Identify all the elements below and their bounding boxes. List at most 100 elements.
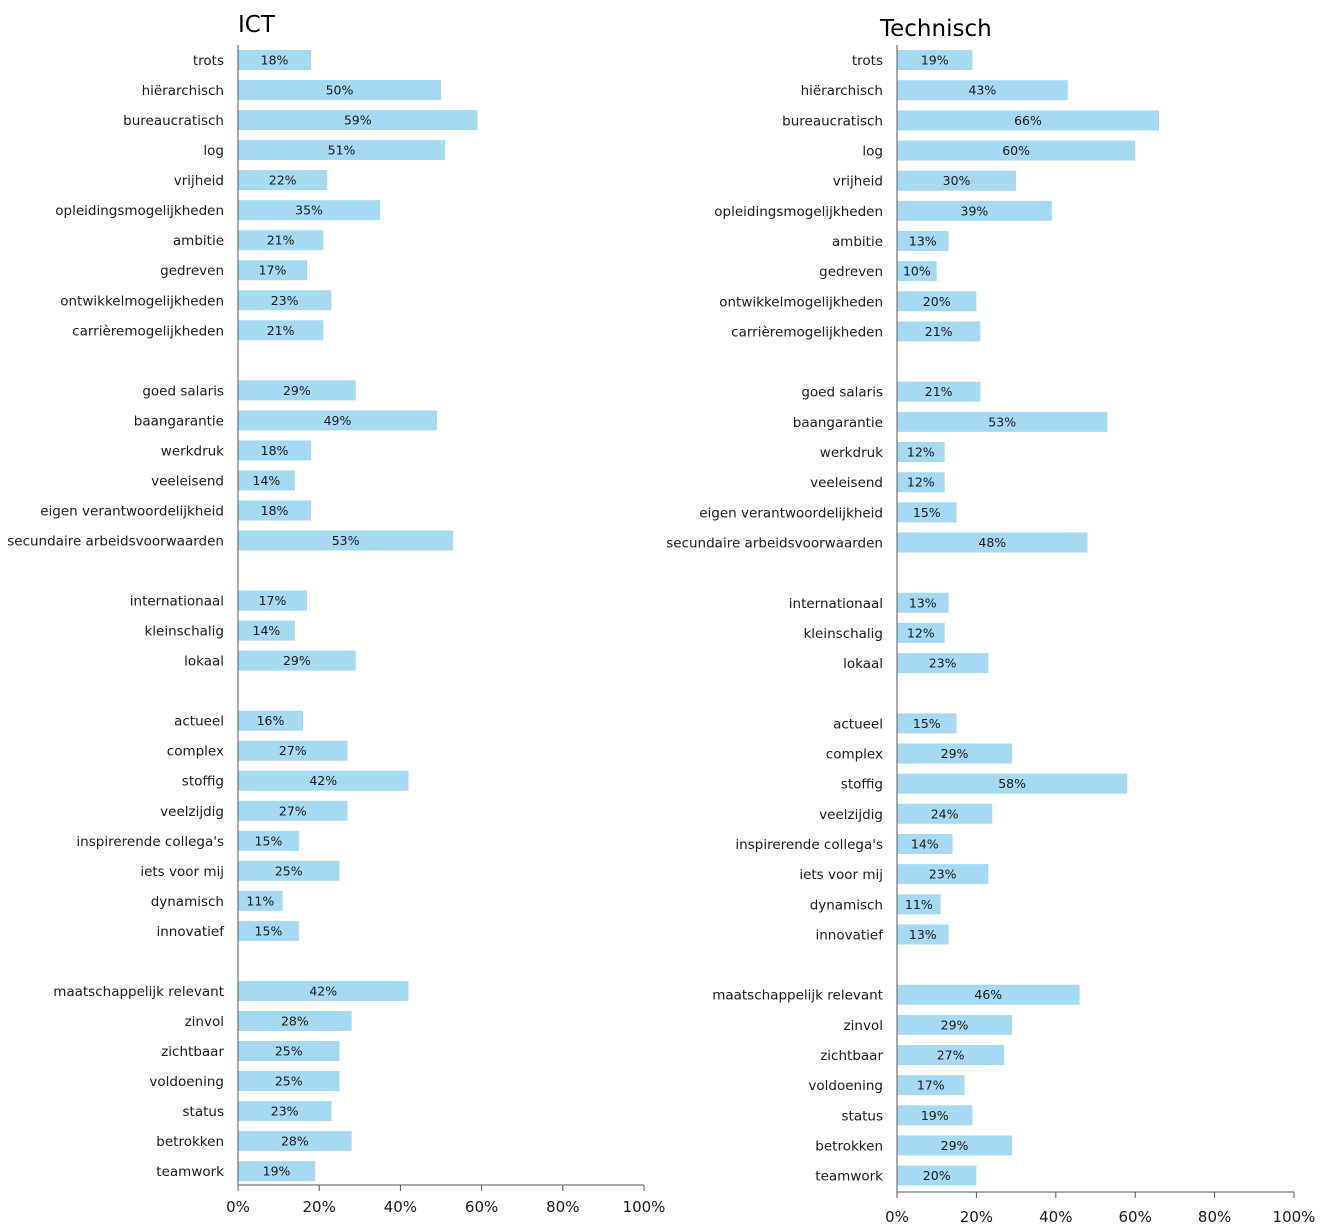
category-label: actueel: [174, 714, 224, 730]
x-tick-label: 80%: [546, 1198, 579, 1216]
data-label: 46%: [974, 987, 1002, 1002]
category-label: ambitie: [832, 234, 883, 250]
data-label: 23%: [929, 656, 957, 671]
data-label: 23%: [271, 1104, 299, 1119]
category-label: complex: [167, 744, 224, 760]
x-tick-label: 100%: [1273, 1208, 1316, 1225]
data-label: 19%: [263, 1164, 291, 1179]
bar: [238, 1101, 332, 1122]
category-label: eigen verantwoordelijkheid: [699, 505, 883, 521]
data-label: 27%: [279, 743, 307, 758]
bar: [238, 140, 446, 161]
category-label: internationaal: [789, 596, 883, 612]
category-label: stoffig: [182, 774, 224, 790]
x-tick-label: 80%: [1198, 1208, 1231, 1225]
bar: [238, 230, 324, 251]
category-label: baangarantie: [134, 413, 224, 429]
category-label: carrièremogelijkheden: [731, 324, 883, 340]
data-label: 22%: [269, 173, 297, 188]
data-label: 24%: [931, 806, 959, 821]
category-label: bureaucratisch: [123, 113, 224, 129]
x-tick-label: 40%: [1039, 1208, 1072, 1225]
category-label: bureaucratisch: [782, 113, 883, 129]
bar: [238, 1131, 352, 1152]
category-label: veelzijdig: [160, 804, 224, 820]
category-label: status: [183, 1104, 224, 1120]
bar: [897, 472, 945, 493]
bar: [897, 502, 957, 523]
bar: [897, 1045, 1005, 1066]
category-label: kleinschalig: [144, 624, 224, 640]
bar: [238, 440, 312, 461]
category-label: eigen verantwoordelijkheid: [40, 503, 224, 519]
category-label: betrokken: [815, 1138, 883, 1154]
category-label: voldoening: [808, 1078, 883, 1094]
bar: [897, 110, 1160, 131]
bar: [897, 713, 957, 734]
data-label: 15%: [255, 923, 283, 938]
category-label: betrokken: [156, 1134, 224, 1150]
data-label: 10%: [903, 264, 931, 279]
bar: [238, 320, 324, 341]
bar: [897, 321, 981, 342]
category-label: complex: [826, 747, 883, 763]
bar: [897, 381, 981, 402]
data-label: 21%: [925, 324, 953, 339]
data-label: 14%: [253, 473, 281, 488]
data-label: 12%: [907, 475, 935, 490]
data-label: 28%: [281, 1013, 309, 1028]
bar: [238, 800, 348, 821]
category-label: innovatief: [157, 924, 226, 940]
bar: [238, 1161, 316, 1182]
data-label: 35%: [295, 203, 323, 218]
bar: [238, 380, 356, 401]
x-tick-label: 40%: [384, 1198, 417, 1216]
data-label: 17%: [259, 593, 287, 608]
data-label: 18%: [261, 53, 289, 68]
category-label: ambitie: [173, 233, 224, 249]
category-label: inspirerende collega's: [735, 837, 883, 853]
bar: [238, 740, 348, 761]
bar: [897, 411, 1108, 432]
data-label: 42%: [309, 773, 337, 788]
bar: [897, 1105, 973, 1126]
x-tick-label: 60%: [465, 1198, 498, 1216]
category-label: veeleisend: [810, 475, 883, 491]
bar: [897, 1014, 1013, 1035]
data-label: 60%: [1002, 143, 1030, 158]
data-label: 48%: [978, 535, 1006, 550]
data-label: 11%: [905, 897, 933, 912]
bar: [897, 743, 1013, 764]
category-label: ontwikkelmogelijkheden: [719, 294, 883, 310]
data-label: 29%: [941, 1138, 969, 1153]
chart-title: ICT: [238, 12, 276, 38]
bar: [897, 773, 1128, 794]
bar: [238, 170, 328, 191]
data-label: 59%: [344, 113, 372, 128]
category-label: werkdruk: [820, 445, 883, 461]
bar: [238, 770, 409, 791]
data-label: 58%: [998, 776, 1026, 791]
data-label: 23%: [271, 293, 299, 308]
data-label: 20%: [923, 294, 951, 309]
data-label: 30%: [943, 173, 971, 188]
category-label: zichtbaar: [161, 1044, 224, 1060]
bar: [897, 592, 949, 613]
bar: [897, 622, 945, 643]
data-label: 15%: [913, 716, 941, 731]
data-label: 29%: [283, 653, 311, 668]
bar: [238, 80, 441, 101]
data-label: 28%: [281, 1134, 309, 1149]
category-label: actueel: [833, 716, 883, 732]
data-label: 29%: [941, 1017, 969, 1032]
category-label: lokaal: [184, 654, 224, 670]
data-label: 42%: [309, 983, 337, 998]
data-label: 20%: [923, 1168, 951, 1183]
x-tick-label: 60%: [1119, 1208, 1152, 1225]
category-label: carrièremogelijkheden: [72, 323, 224, 339]
x-tick-label: 0%: [885, 1208, 909, 1225]
bar: [897, 80, 1068, 101]
category-label: trots: [193, 53, 224, 69]
